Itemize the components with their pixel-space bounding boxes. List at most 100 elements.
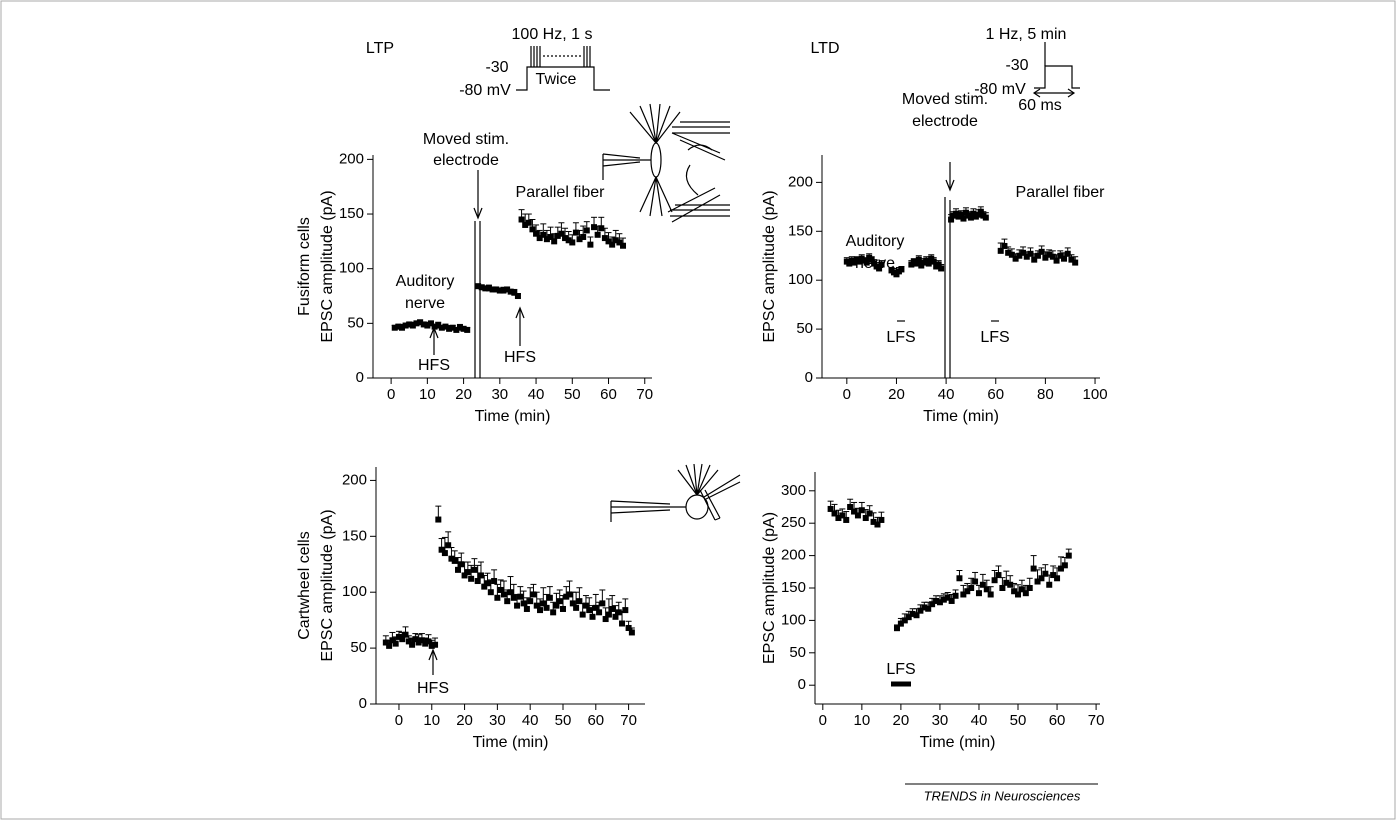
data-point: [553, 602, 560, 609]
schematic-label: LTP: [366, 40, 394, 57]
data-point: [997, 247, 1004, 254]
data-point: [1026, 585, 1033, 591]
x-tick-label: 40: [971, 712, 988, 729]
data-point: [424, 322, 431, 329]
data-point: [412, 636, 419, 643]
data-point: [1034, 578, 1041, 585]
data-point: [556, 598, 563, 605]
data-point: [420, 321, 427, 328]
y-tick-label: 150: [788, 222, 813, 239]
y-tick-label: 100: [788, 271, 813, 288]
schematic-label: LTD: [810, 40, 839, 57]
data-point: [493, 286, 500, 293]
data-point: [1030, 565, 1037, 572]
x-axis-label: Time (min): [473, 734, 549, 751]
data-point: [831, 510, 838, 517]
x-tick-label: 20: [888, 386, 905, 403]
y-tick-label: 150: [342, 527, 367, 544]
data-point: [402, 631, 409, 638]
x-tick-label: 40: [938, 386, 955, 403]
data-point: [866, 510, 873, 517]
data-point: [615, 609, 622, 616]
data-point: [917, 607, 924, 614]
data-point: [835, 515, 842, 522]
x-tick-label: 20: [455, 386, 472, 403]
data-point: [427, 320, 434, 327]
x-tick-label: 50: [555, 712, 572, 729]
y-tick-label: 0: [798, 676, 806, 693]
data-point: [504, 286, 511, 293]
annotation: LFS: [980, 329, 1009, 346]
y-tick-label: 200: [342, 471, 367, 488]
data-point: [517, 593, 524, 600]
data-point: [858, 507, 865, 514]
data-point: [438, 546, 445, 553]
y-tick-label: 0: [359, 695, 367, 712]
data-point: [409, 641, 416, 648]
data-point: [991, 577, 998, 584]
data-point: [572, 229, 579, 236]
schematic-label: 100 Hz, 1 s: [512, 26, 593, 43]
y-tick-label: 0: [805, 369, 813, 386]
data-point: [399, 636, 406, 643]
data-point: [605, 238, 612, 245]
data-point: [1005, 249, 1012, 256]
data-point: [1042, 570, 1049, 577]
data-point: [862, 515, 869, 522]
data-point: [382, 639, 389, 646]
data-point: [609, 241, 616, 248]
annotation: HFS: [418, 357, 450, 374]
data-point: [1065, 552, 1072, 559]
data-point: [514, 602, 521, 609]
data-point: [948, 597, 955, 604]
data-point: [417, 319, 424, 326]
data-point: [594, 231, 601, 238]
x-axis-label: Time (min): [920, 734, 996, 751]
x-tick-label: 10: [419, 386, 436, 403]
x-tick-label: 30: [932, 712, 949, 729]
data-point: [622, 607, 629, 614]
data-point: [445, 542, 452, 549]
schematic-label: 60 ms: [1018, 97, 1062, 114]
data-point: [995, 572, 1002, 579]
data-point: [921, 604, 928, 611]
y-axis-label: EPSC amplitude (pA): [761, 190, 778, 342]
data-point: [474, 578, 481, 585]
data-point: [453, 326, 460, 333]
data-point: [1027, 250, 1034, 257]
data-point: [1034, 252, 1041, 259]
data-point: [583, 227, 590, 234]
data-point: [477, 572, 484, 579]
data-point: [518, 216, 525, 223]
data-point: [559, 605, 566, 612]
data-point: [929, 601, 936, 608]
data-point: [1057, 565, 1064, 572]
annotation: Moved stim.: [423, 131, 509, 148]
data-point: [389, 637, 396, 644]
footer: TRENDS in Neurosciences: [924, 788, 1081, 803]
data-point: [956, 575, 963, 582]
data-point: [504, 598, 511, 605]
y-tick-label: 50: [347, 314, 364, 331]
y-axis-label: EPSC amplitude (pA): [319, 190, 336, 342]
y-tick-label: 200: [781, 547, 806, 564]
data-point: [391, 324, 398, 331]
y-axis-label: EPSC amplitude (pA): [319, 509, 336, 661]
data-point: [960, 591, 967, 598]
data-point: [543, 236, 550, 243]
x-tick-label: 60: [987, 386, 1004, 403]
data-point: [913, 260, 920, 267]
data-point: [460, 325, 467, 332]
data-point: [523, 605, 530, 612]
annotation: HFS: [417, 680, 449, 697]
annotation: LFS: [886, 329, 915, 346]
data-point: [510, 594, 517, 601]
data-point: [471, 566, 478, 573]
schematic-label: -30: [485, 59, 508, 76]
data-point: [550, 609, 557, 616]
annotation: Parallel fiber: [1016, 184, 1106, 201]
data-point: [1053, 257, 1060, 264]
x-tick-label: 0: [387, 386, 395, 403]
data-point: [972, 578, 979, 585]
